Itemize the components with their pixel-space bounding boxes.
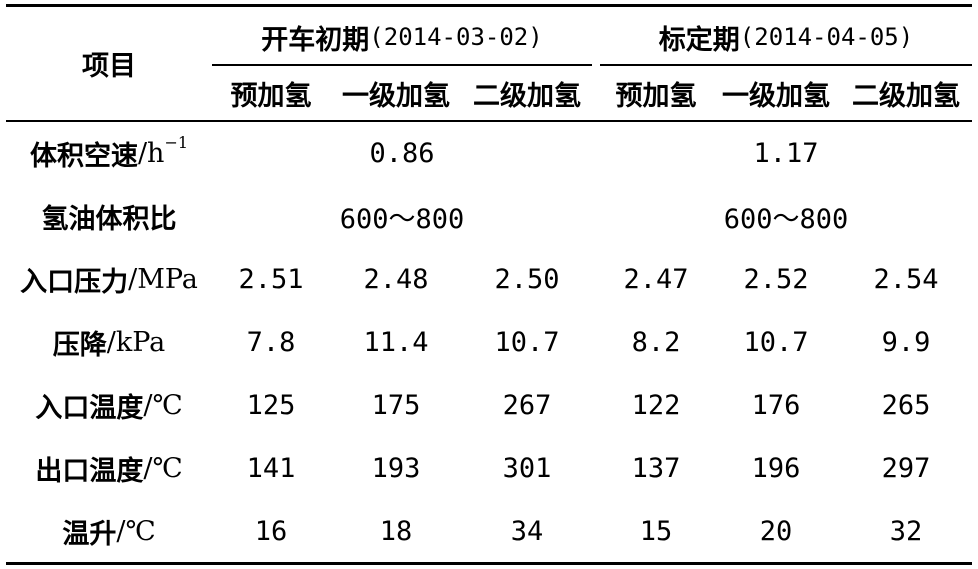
merged-cell-calibration: 600～800	[723, 204, 849, 235]
group-underline-calibration	[600, 64, 972, 66]
table-cell: 301	[502, 453, 552, 484]
row-label-text: 出口温度	[35, 456, 144, 487]
subheader-pre-hydro-1: 预加氢	[230, 80, 312, 112]
table-cell: 297	[881, 453, 931, 484]
table-cell: 7.8	[246, 327, 296, 358]
table-cell: 2.47	[623, 264, 689, 295]
table-cell: 125	[246, 390, 296, 421]
row-label-inlet-pressure: 入口压力/MPa	[6, 248, 212, 311]
table-cell: 141	[246, 453, 296, 484]
table-cell: 2.54	[873, 264, 939, 295]
table-cell: 176	[751, 390, 801, 421]
subheader-second-hydro-1: 二级加氢	[473, 80, 581, 112]
table-cell: 267	[502, 390, 552, 421]
table-top-rule	[6, 4, 972, 7]
table-cell: 2.48	[363, 264, 429, 295]
row-unit: /℃	[143, 453, 183, 484]
table-cell: 34	[510, 516, 544, 547]
table-cell: 18	[379, 516, 413, 547]
table-cell: 196	[751, 453, 801, 484]
table-cell: 10.7	[494, 327, 560, 358]
table-cell: 137	[631, 453, 681, 484]
row-unit: /℃	[143, 390, 183, 421]
row-label-text: 压降	[52, 330, 107, 361]
group-header-calibration: 标定期 (2014-04-05)	[600, 10, 972, 64]
table-cell: 32	[889, 516, 923, 547]
subheader-first-hydro-1: 一级加氢	[342, 80, 450, 112]
table-header-rule	[6, 120, 972, 122]
merged-cell-initial: 600～800	[339, 204, 465, 235]
row-label-text: 入口压力	[20, 267, 129, 298]
table-cell: 16	[254, 516, 288, 547]
row-unit-exponent: −1	[164, 133, 189, 152]
group-header-calibration-name: 标定期	[658, 24, 740, 56]
table-cell: 9.9	[881, 327, 931, 358]
row-label-text: 氢油体积比	[41, 204, 177, 235]
row-label-text: 入口温度	[35, 393, 144, 424]
row-label-inlet-temperature: 入口温度/℃	[6, 374, 212, 437]
table-cell: 2.51	[238, 264, 304, 295]
table-bottom-rule	[6, 562, 972, 565]
group-header-initial-name: 开车初期	[261, 24, 370, 56]
row-label-h2-oil-ratio: 氢油体积比	[6, 185, 212, 248]
table-cell: 175	[371, 390, 421, 421]
subheader-pre-hydro-2: 预加氢	[615, 80, 697, 112]
table-cell: 11.4	[363, 327, 429, 358]
subheader-second-hydro-2: 二级加氢	[852, 80, 960, 112]
row-label-text: 温升	[62, 519, 117, 550]
merged-cell-calibration: 1.17	[753, 138, 819, 169]
row-label-pressure-drop: 压降/kPa	[6, 311, 212, 374]
table-cell: 10.7	[743, 327, 809, 358]
row-unit: /h	[137, 138, 165, 169]
table-cell: 20	[759, 516, 793, 547]
table-cell: 15	[639, 516, 673, 547]
subheader-first-hydro-2: 一级加氢	[722, 80, 830, 112]
table-cell: 2.52	[743, 264, 809, 295]
row-unit: /℃	[116, 516, 156, 547]
table-cell: 122	[631, 390, 681, 421]
table-cell: 193	[371, 453, 421, 484]
group-header-initial-date: (2014-03-02)	[369, 23, 543, 51]
merged-cell-initial: 0.86	[369, 138, 435, 169]
row-label-temperature-rise: 温升/℃	[6, 500, 212, 563]
table-cell: 265	[881, 390, 931, 421]
row-unit: /kPa	[106, 327, 166, 358]
table-cell: 8.2	[631, 327, 681, 358]
group-underline-initial	[212, 64, 592, 66]
row-label-space-velocity: 体积空速/h −1	[6, 122, 212, 185]
row-label-outlet-temperature: 出口温度/℃	[6, 437, 212, 500]
corner-header: 项目	[82, 51, 136, 82]
group-header-initial: 开车初期 (2014-03-02)	[212, 10, 592, 64]
group-header-calibration-date: (2014-04-05)	[739, 23, 914, 51]
row-label-text: 体积空速	[29, 141, 138, 172]
row-unit: /MPa	[128, 264, 198, 295]
table-cell: 2.50	[494, 264, 560, 295]
